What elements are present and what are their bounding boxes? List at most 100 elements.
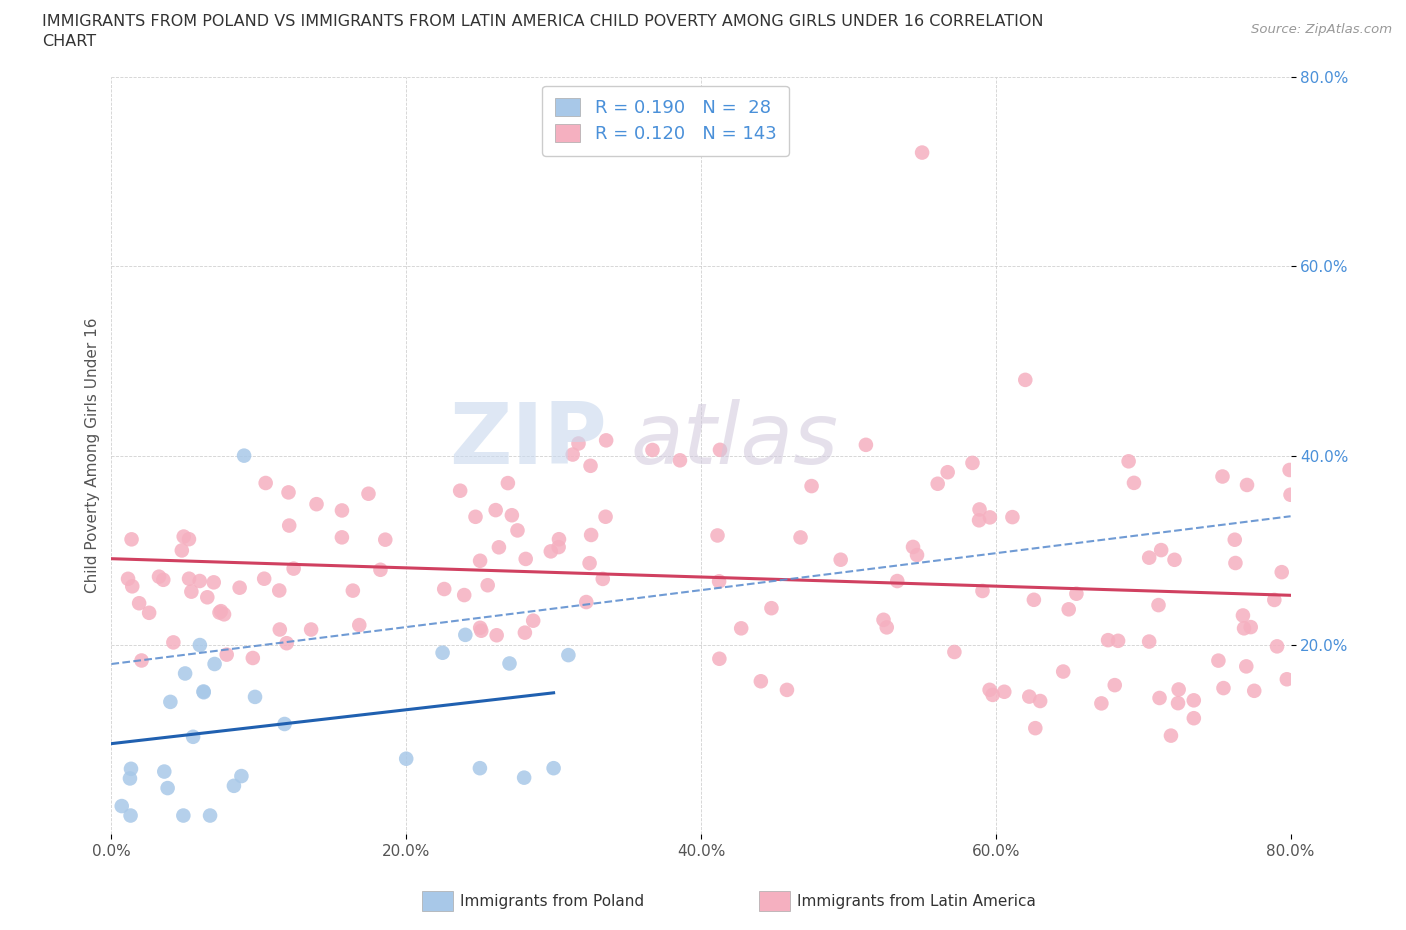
Point xyxy=(468,761,491,776)
Point xyxy=(905,548,928,563)
Point xyxy=(174,666,197,681)
Point xyxy=(595,510,617,525)
Point xyxy=(1104,678,1126,693)
Point xyxy=(1150,543,1173,558)
Point xyxy=(876,620,898,635)
Point xyxy=(330,503,353,518)
Point xyxy=(1233,621,1256,636)
Point xyxy=(212,607,235,622)
Point xyxy=(1137,551,1160,565)
Point xyxy=(395,751,418,766)
Point xyxy=(1182,693,1205,708)
Point xyxy=(540,544,562,559)
Point xyxy=(449,484,471,498)
Point xyxy=(1223,532,1246,547)
Point xyxy=(305,497,328,512)
Point xyxy=(830,552,852,567)
Point xyxy=(936,465,959,480)
Point xyxy=(1163,552,1185,567)
Point xyxy=(162,635,184,650)
Point xyxy=(148,569,170,584)
Text: Immigrants from Latin America: Immigrants from Latin America xyxy=(797,894,1036,909)
Point xyxy=(152,572,174,587)
Point xyxy=(1123,475,1146,490)
Point xyxy=(118,771,141,786)
Point xyxy=(1167,682,1189,697)
Point xyxy=(709,443,731,458)
Point xyxy=(707,574,730,589)
Point xyxy=(979,510,1001,525)
Point xyxy=(170,543,193,558)
Point xyxy=(761,601,783,616)
Point xyxy=(496,475,519,490)
Point xyxy=(706,528,728,543)
Point xyxy=(1182,711,1205,725)
Text: atlas: atlas xyxy=(630,399,838,482)
Point xyxy=(208,605,231,620)
Point xyxy=(138,605,160,620)
Text: Source: ZipAtlas.com: Source: ZipAtlas.com xyxy=(1251,23,1392,36)
Point xyxy=(1090,696,1112,711)
Point xyxy=(254,475,277,490)
Point xyxy=(299,622,322,637)
Point xyxy=(579,527,602,542)
Point xyxy=(277,485,299,499)
Point xyxy=(128,596,150,611)
Point xyxy=(1225,555,1247,570)
Point xyxy=(188,638,211,653)
Point xyxy=(548,532,571,547)
Point xyxy=(749,674,772,689)
Legend: R = 0.190   N =  28, R = 0.120   N = 143: R = 0.190 N = 28, R = 0.120 N = 143 xyxy=(543,86,789,156)
Point xyxy=(993,684,1015,699)
Point xyxy=(911,145,934,160)
Point xyxy=(1024,721,1046,736)
Point xyxy=(121,532,143,547)
Point xyxy=(269,583,291,598)
Point xyxy=(453,588,475,603)
Point xyxy=(1275,671,1298,686)
Point xyxy=(468,553,491,568)
Point xyxy=(342,583,364,598)
Point xyxy=(231,768,253,783)
Point xyxy=(855,437,877,452)
Point xyxy=(1052,664,1074,679)
Point xyxy=(547,539,569,554)
Point xyxy=(641,443,664,458)
Point xyxy=(1236,477,1258,492)
Point xyxy=(181,729,204,744)
Point xyxy=(800,479,823,494)
Point xyxy=(943,644,966,659)
Point xyxy=(1137,634,1160,649)
Point xyxy=(1107,633,1129,648)
Point xyxy=(1234,659,1257,674)
Point xyxy=(269,622,291,637)
Point xyxy=(156,780,179,795)
Text: IMMIGRANTS FROM POLAND VS IMMIGRANTS FROM LATIN AMERICA CHILD POVERTY AMONG GIRL: IMMIGRANTS FROM POLAND VS IMMIGRANTS FRO… xyxy=(42,14,1043,29)
Point xyxy=(927,476,949,491)
Point xyxy=(967,512,990,527)
Point xyxy=(195,590,218,604)
Point xyxy=(121,578,143,593)
Point xyxy=(120,808,142,823)
Point xyxy=(1018,689,1040,704)
Point xyxy=(111,799,134,814)
Point xyxy=(1066,586,1088,601)
Point xyxy=(1240,619,1263,634)
Point xyxy=(202,575,225,590)
Point xyxy=(131,653,153,668)
Point xyxy=(498,656,520,671)
Point xyxy=(1022,592,1045,607)
Point xyxy=(669,453,692,468)
Point xyxy=(501,508,523,523)
Point xyxy=(515,551,537,566)
Point xyxy=(433,581,456,596)
Point xyxy=(872,612,894,627)
Point xyxy=(242,651,264,666)
Point xyxy=(1167,696,1189,711)
Point xyxy=(730,621,752,636)
Text: Immigrants from Poland: Immigrants from Poland xyxy=(460,894,644,909)
Point xyxy=(454,628,477,643)
Point xyxy=(215,647,238,662)
Point xyxy=(575,594,598,609)
Point xyxy=(198,808,221,823)
